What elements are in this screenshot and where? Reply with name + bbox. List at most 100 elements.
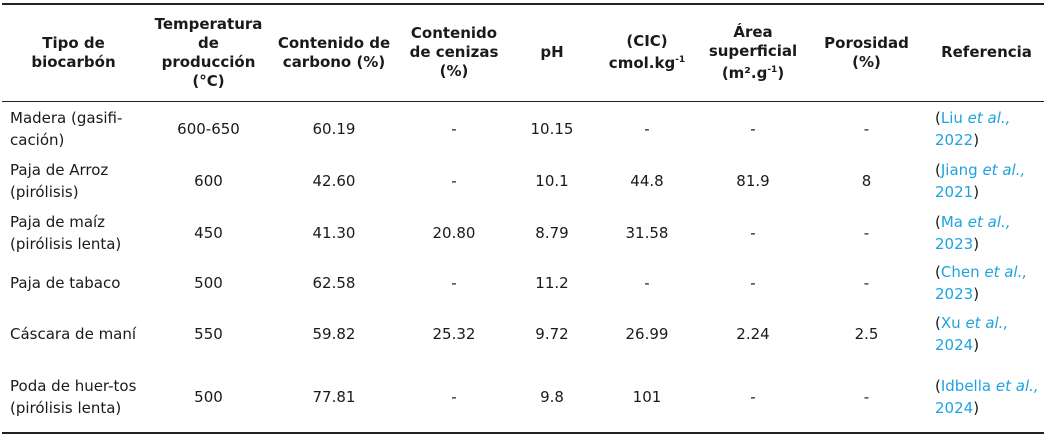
- table-cell: 600-650: [177, 119, 240, 138]
- reference-paren: (: [935, 108, 941, 127]
- table-cell: -: [750, 273, 756, 292]
- table-cell: 8.79: [535, 223, 569, 242]
- table-cell: 550: [194, 324, 223, 343]
- table-body: Madera (gasifi-cación) 600-650 60.19-10.15…: [2, 101, 1044, 433]
- header-text: pH: [540, 43, 564, 62]
- header-text: Temperatura de producción (°C): [154, 14, 263, 90]
- table-cell: -: [644, 119, 650, 138]
- table-cell: -: [451, 387, 457, 406]
- reference-cell: (Xu et al., 2024): [929, 306, 1044, 361]
- reference-author: Xu: [940, 313, 961, 332]
- reference-cell: (Liu et al., 2022): [929, 101, 1044, 156]
- reference-paren: (: [935, 161, 941, 179]
- reference-year: 2021: [935, 183, 974, 201]
- table-cell: -: [863, 273, 870, 292]
- reference-cell: (Jiang et al., 2021): [929, 156, 1044, 206]
- table-cell: 101: [632, 387, 662, 406]
- header-text: ): [777, 63, 785, 82]
- header-text: Contenido de cenizas (%): [409, 24, 499, 81]
- table-cell: 11.2: [535, 273, 569, 292]
- table-cell: 2.5: [854, 324, 879, 343]
- table-row: Paja de Arroz (pirólisis) 600 42.60 - 10.1 44…: [2, 156, 1044, 206]
- reference-paren: ): [973, 335, 980, 354]
- reference-author: Jiang: [940, 161, 978, 179]
- reference-paren: (: [935, 313, 941, 332]
- reference-author: Idbella: [940, 376, 992, 395]
- table-cell: 59.82: [312, 324, 356, 343]
- reference-etal: et al.,: [995, 376, 1039, 395]
- table-header: Tipo de biocarbón Temperatura de producci…: [2, 4, 1044, 101]
- reference-etal: et al.,: [984, 262, 1028, 281]
- table-cell: -: [750, 223, 756, 242]
- reference-etal: et al.,: [965, 313, 1009, 332]
- reference-year: 2024: [935, 335, 974, 354]
- reference-etal: et al.,: [967, 212, 1011, 231]
- header-text: Contenido de carbono (%): [277, 33, 391, 71]
- reference-year: 2022: [935, 130, 974, 149]
- reference-etal: et al.,: [982, 161, 1026, 179]
- table-cell: 41.30: [312, 223, 356, 242]
- header-text: (CIC) cmol.kg: [608, 32, 676, 73]
- table-cell: Cáscara de maní: [10, 324, 137, 343]
- table-cell: 8: [861, 172, 872, 190]
- table-cell: -: [750, 119, 756, 138]
- table-row: Cáscara de maní 550 59.82 25.32 9.72 26.99 2.2…: [2, 306, 1044, 361]
- table-cell: -: [451, 172, 457, 190]
- table-cell: Paja de tabaco: [10, 273, 121, 292]
- header-cell: Temperatura de producción (°C): [145, 4, 272, 101]
- table-cell: 62.58: [312, 273, 356, 292]
- table-cell: 77.81: [312, 387, 356, 406]
- table-cell: -: [451, 119, 457, 138]
- reference-etal: et al.,: [967, 108, 1011, 127]
- reference-author: Chen: [940, 262, 980, 281]
- reference-paren: (: [935, 262, 941, 281]
- table-cell: -: [863, 119, 870, 138]
- header-text: Área superficial (m².g: [708, 22, 798, 82]
- header-cell: Contenido de cenizas (%): [396, 4, 512, 101]
- table-cell: -: [750, 387, 756, 406]
- reference-cell: (Ma et al., 2023): [929, 206, 1044, 259]
- table-cell: Paja de Arroz (pirólisis): [10, 161, 109, 201]
- table-cell: Madera (gasifi-cación): [10, 108, 123, 149]
- table-cell: 81.9: [736, 172, 770, 190]
- reference-cell: (Chen et al., 2023): [929, 259, 1044, 306]
- reference-paren: ): [973, 183, 980, 201]
- reference-cell: (Idbella et al., 2024): [929, 361, 1044, 433]
- reference-paren: ): [973, 398, 980, 417]
- table-cell: 10.15: [530, 119, 574, 138]
- reference-author: Liu: [940, 108, 963, 127]
- table-cell: 42.60: [312, 172, 356, 190]
- table-cell: 26.99: [625, 324, 669, 343]
- header-cell: Tipo de biocarbón: [2, 4, 145, 101]
- header-row: Tipo de biocarbón Temperatura de producci…: [2, 4, 1044, 101]
- header-superscript: -1: [675, 55, 686, 66]
- reference-paren: ): [973, 130, 980, 149]
- table-cell: -: [644, 273, 650, 292]
- header-superscript: -1: [767, 64, 778, 75]
- table-cell: 600: [194, 172, 223, 190]
- biochar-table: Tipo de biocarbón Temperatura de producci…: [2, 3, 1044, 434]
- table-cell: 2.24: [736, 324, 770, 343]
- table-cell: 44.8: [630, 172, 664, 190]
- table-row: Paja de tabaco 500 62.58 - 11.2 - - - (Chen et a…: [2, 259, 1044, 306]
- header-cell: Porosidad (%): [804, 4, 929, 101]
- table-cell: 10.1: [535, 172, 569, 190]
- reference-year: 2023: [935, 284, 974, 303]
- reference-paren: (: [935, 376, 941, 395]
- reference-year: 2023: [935, 234, 974, 253]
- table-cell: 450: [194, 223, 223, 242]
- header-text: Porosidad (%): [824, 33, 909, 71]
- table-cell: 500: [194, 273, 223, 292]
- table-cell: Poda de huer-tos (pirólisis lenta): [10, 376, 137, 417]
- reference-year: 2024: [935, 398, 974, 417]
- header-cell: Área superficial (m².g-1): [702, 4, 804, 101]
- reference-paren: ): [973, 234, 980, 253]
- table-cell: -: [451, 273, 457, 292]
- table-cell: 20.80: [432, 223, 476, 242]
- table-row: Madera (gasifi-cación) 600-650 60.19 - 10.15…: [2, 101, 1044, 156]
- reference-author: Ma: [940, 212, 963, 231]
- header-cell: pH: [512, 4, 592, 101]
- table-cell: 9.8: [540, 387, 564, 406]
- table-cell: 31.58: [625, 223, 669, 242]
- table-cell: 25.32: [432, 324, 476, 343]
